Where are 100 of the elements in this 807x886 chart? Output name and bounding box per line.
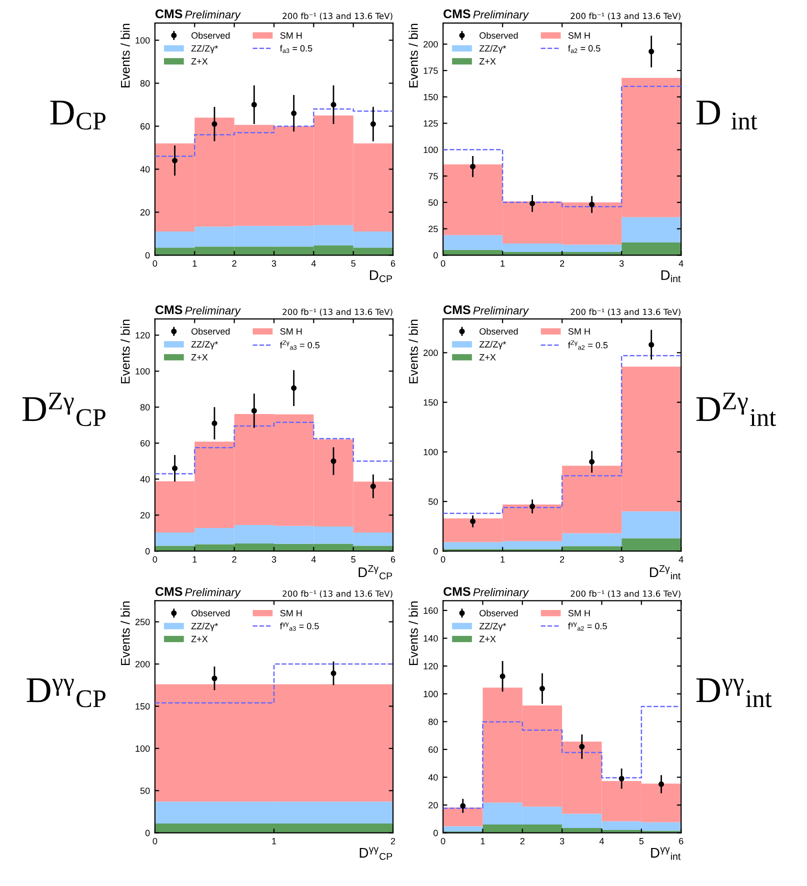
y-tick-label: 0 [434, 252, 438, 259]
legend-label: ZZ/Zγ* [191, 340, 218, 350]
chart-title: CMS [155, 9, 182, 18]
y-axis-title: Events / bin [408, 602, 418, 665]
x-axis-title: D$^{γγ}$$_{CP}$ [360, 847, 392, 860]
chart-subtitle: Preliminary [473, 10, 530, 21]
y-tick-label: 125 [424, 120, 438, 127]
x-tick-label: 4 [311, 556, 316, 562]
y-tick-label: 140 [424, 635, 438, 642]
x-tick-label: 2 [232, 556, 236, 562]
text: 200 fb⁻¹ (13 and 13.6 TeV) [282, 308, 392, 316]
y-tick-label: 120 [136, 332, 150, 339]
point [589, 202, 595, 208]
text: D $_{int}$ [696, 100, 758, 130]
x-tick-label: 3 [272, 556, 276, 563]
y-tick-label: 150 [136, 703, 150, 710]
y-tick-label: 0 [145, 830, 150, 836]
text: D$^{γγ}$$_{int}$ [696, 678, 772, 708]
text: 200 fb⁻¹ (13 and 13.6 TeV) [570, 12, 680, 20]
y-tick-label: 75 [428, 173, 438, 180]
point [370, 121, 376, 127]
y-tick-label: 60 [140, 440, 150, 446]
y-tick-label: 150 [424, 94, 438, 100]
bar [622, 217, 682, 243]
point [251, 102, 257, 108]
y-tick-label: 150 [424, 399, 438, 406]
y-tick-label: 200 [424, 350, 438, 356]
x-tick-label: 2 [560, 556, 564, 562]
point [579, 744, 585, 750]
y-tick-label: 250 [135, 618, 150, 626]
point [530, 504, 536, 510]
y-tick-label: 100 [136, 745, 150, 752]
x-tick-label: 4 [678, 260, 684, 267]
x-tick-label: 4 [599, 838, 604, 844]
text: 200 fb⁻¹ (13 and 13.6 TeV) [282, 590, 392, 598]
point [370, 484, 376, 490]
y-axis-title: Events / bin [120, 602, 130, 665]
x-tick-label: 5 [351, 556, 356, 563]
y-tick-label: 80 [140, 80, 150, 87]
point [172, 158, 178, 164]
x-tick-label: 2 [390, 838, 396, 844]
y-tick-label: 40 [140, 166, 150, 173]
x-tick-label: 0 [440, 556, 446, 563]
legend-label: Observed [191, 32, 230, 39]
x-tick-label: 0 [152, 260, 158, 267]
y-tick-label: 200 [135, 660, 150, 668]
text: D$^{Zγ}$$_{int}$ [696, 392, 776, 426]
x-tick-label: 0 [152, 838, 158, 844]
y-tick-label: 100 [136, 37, 150, 44]
y-axis-title: Events / bin [408, 24, 418, 88]
x-tick-label: 1 [192, 556, 197, 562]
x-tick-label: 6 [390, 260, 396, 267]
point [589, 459, 595, 465]
legend-label: Observed [480, 32, 518, 39]
text: 200 fb⁻¹ (13 and 13.6 TeV) [282, 12, 392, 20]
y-tick-label: 120 [424, 663, 438, 670]
point [291, 385, 297, 391]
legend-label: ZZ/Zγ* [191, 622, 218, 632]
point [618, 776, 624, 782]
legend-label: SM H [280, 610, 302, 616]
text: D$_{CP}$ [50, 100, 106, 130]
legend-label: f$^{Zγ}$$_{a3}$ = 0.5 [280, 340, 320, 350]
y-tick-label: 0 [145, 252, 150, 259]
chart-title: CMS [444, 305, 470, 314]
x-axis-title: D$^{Zγ}$$_{CP}$ [358, 565, 392, 580]
point [291, 110, 297, 116]
chart-title: CMS [155, 305, 182, 314]
y-axis-title: Events / bin [120, 320, 130, 384]
point [500, 674, 506, 680]
legend-label: Observed [191, 328, 230, 335]
legend-label: Z+X [191, 58, 208, 64]
point [470, 518, 476, 524]
y-tick-label: 40 [428, 774, 438, 781]
point [330, 458, 336, 464]
legend-label: SM H [568, 328, 590, 335]
y-tick-label: 100 [424, 690, 438, 698]
x-axis-title: D$_{CP}$ [370, 270, 392, 282]
x-tick-label: 3 [619, 556, 624, 563]
x-tick-label: 4 [678, 556, 684, 562]
chart-subtitle: Preliminary [473, 306, 530, 317]
y-tick-label: 50 [428, 498, 438, 505]
legend-label: f$_{a3}$ = 0.5 [280, 44, 312, 53]
x-tick-label: 3 [272, 260, 276, 267]
legend-label: Observed [191, 610, 230, 616]
y-tick-label: 100 [424, 448, 438, 456]
y-axis-title: Events / bin [408, 320, 418, 384]
legend-label: SM H [568, 32, 590, 39]
legend-label: Z+X [479, 354, 496, 360]
x-tick-label: 0 [440, 260, 446, 267]
y-tick-label: 50 [140, 788, 150, 794]
chart-subtitle: Preliminary [473, 588, 530, 598]
point [648, 48, 654, 54]
y-tick-label: 200 [424, 41, 438, 48]
chart-title: CMS [444, 9, 470, 18]
text: 200 fb⁻¹ (13 and 13.6 TeV) [570, 308, 680, 316]
y-tick-label: 100 [136, 368, 150, 375]
chart-title: CMS [155, 587, 182, 596]
x-tick-label: 1 [272, 838, 276, 844]
x-tick-label: 1 [480, 838, 485, 844]
text: D$^{γγ}$$_{CP}$ [26, 678, 106, 708]
